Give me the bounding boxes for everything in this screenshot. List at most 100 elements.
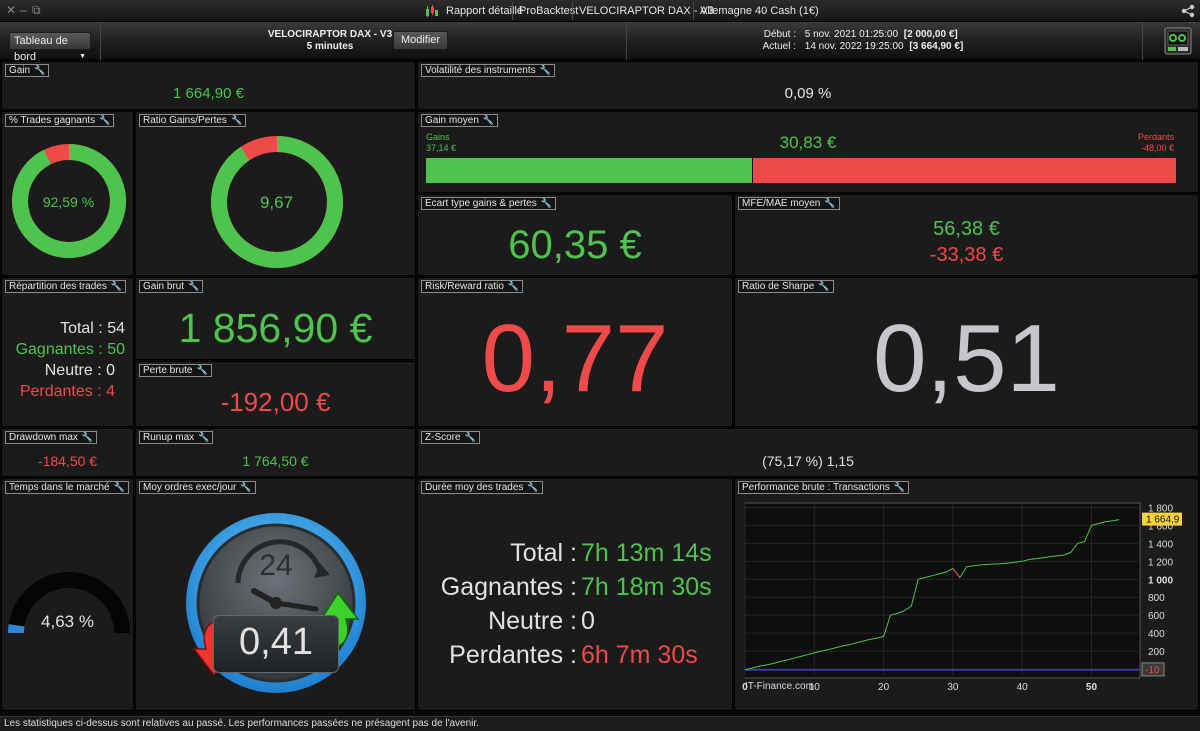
- restore-icon[interactable]: ⧉: [32, 3, 41, 17]
- share-icon[interactable]: [1181, 4, 1195, 18]
- wrench-icon[interactable]: 🔧: [540, 198, 552, 208]
- last-value-label: 1 664,9: [1146, 515, 1180, 526]
- orders-clock-label: 24: [259, 549, 293, 582]
- last-value-tag: [1142, 512, 1182, 526]
- wrench-icon[interactable]: 🔧: [198, 432, 210, 442]
- orders-value-box: [213, 615, 339, 673]
- ratio-label: Ratio Gains/Pertes: [143, 115, 227, 126]
- wrench-icon[interactable]: 🔧: [539, 65, 551, 75]
- panel-label[interactable]: Gain brut 🔧: [139, 280, 204, 293]
- close-icon[interactable]: ✕: [6, 3, 17, 17]
- minimize-icon[interactable]: –: [20, 3, 27, 17]
- gross-loss-value: -192,00 €: [220, 387, 331, 417]
- panel-label[interactable]: Gain 🔧: [5, 64, 50, 77]
- panel-label[interactable]: % Trades gagnants 🔧: [5, 114, 115, 127]
- panel-label[interactable]: Gain moyen 🔧: [421, 114, 499, 127]
- current-value: [3 664,90 €]: [909, 41, 964, 52]
- tab-probacktest[interactable]: ProBacktest: [512, 2, 584, 20]
- avg-gain-bar-fill: [426, 158, 753, 183]
- wrench-icon[interactable]: 🔧: [81, 432, 94, 442]
- duration-label: Durée moy des trades: [425, 482, 524, 493]
- loss-segment: [952, 568, 961, 578]
- wrench-icon[interactable]: 🔧: [818, 281, 830, 291]
- wrench-icon[interactable]: 🔧: [188, 281, 200, 291]
- wrench-icon[interactable]: 🔧: [824, 198, 836, 208]
- panel-label[interactable]: Répartition des trades 🔧: [5, 280, 127, 293]
- tab-detailed-report[interactable]: Rapport détaillé: [446, 5, 524, 17]
- tab-instrument[interactable]: Allemagne 40 Cash (1€): [693, 2, 825, 20]
- timeframe: 5 minutes: [306, 41, 354, 52]
- y-tick-label: 1 800: [1148, 503, 1173, 514]
- avg-gain-label: Gain moyen: [425, 115, 479, 126]
- wrench-icon[interactable]: 🔧: [482, 115, 495, 125]
- panel-label[interactable]: Runup max 🔧: [139, 431, 214, 444]
- wrench-icon[interactable]: 🔧: [196, 365, 208, 375]
- avg-gain-value: 30,83 €: [779, 133, 837, 152]
- tab-strategy[interactable]: VELOCIRAPTOR DAX - V3: [572, 2, 720, 20]
- wrench-icon[interactable]: 🔧: [893, 482, 906, 492]
- panel-label[interactable]: MFE/MAE moyen 🔧: [738, 197, 840, 210]
- duration-total-label: Total :: [510, 539, 577, 567]
- modify-button[interactable]: Modifier: [393, 31, 448, 50]
- wrench-icon[interactable]: 🔧: [240, 482, 252, 492]
- drawdown-label: Drawdown max: [9, 432, 78, 443]
- candlestick-icon: [426, 5, 438, 17]
- panel-label[interactable]: Ratio de Sharpe 🔧: [738, 280, 834, 293]
- panel-label[interactable]: Risk/Reward ratio 🔧: [421, 280, 524, 293]
- wrench-icon[interactable]: 🔧: [110, 281, 123, 291]
- start-value: [2 000,00 €]: [903, 29, 958, 40]
- sharpe-label: Ratio de Sharpe: [742, 281, 815, 292]
- toolbar-divider: [1142, 22, 1143, 60]
- zscore-panel: Z-Score 🔧 (75,17 %) 1,15: [417, 428, 1199, 477]
- toolbar-divider: [100, 22, 101, 60]
- ratio-panel: Ratio Gains/Pertes 🔧 9,67: [135, 111, 416, 276]
- orders-clock-icon: [186, 513, 366, 693]
- panel-label[interactable]: Ecart type gains & pertes 🔧: [421, 197, 556, 210]
- wrench-icon[interactable]: 🔧: [113, 482, 125, 492]
- strategy-name: VELOCIRAPTOR DAX - V3: [267, 29, 393, 40]
- panel-label[interactable]: Durée moy des trades 🔧: [421, 481, 543, 494]
- watermark: IT-Finance.com: [745, 681, 814, 692]
- perf-panel: Performance brute : Transactions 🔧 0 10 20 3…: [734, 478, 1199, 711]
- panel-label[interactable]: Ratio Gains/Pertes 🔧: [139, 114, 247, 127]
- win-pct-value: 92,59 %: [42, 194, 95, 210]
- panel-label[interactable]: Temps dans le marché 🔧: [5, 481, 129, 494]
- current-date: 14 nov. 2022 19:25:00: [804, 41, 904, 52]
- distribution-winners: Gagnantes : 50: [15, 341, 125, 358]
- wrench-icon[interactable]: 🔧: [230, 115, 243, 125]
- std-value: 60,35 €: [508, 223, 642, 267]
- orders-value: 0,41: [239, 621, 313, 663]
- gain-panel: Gain 🔧 1 664,90 €: [1, 61, 416, 110]
- x-tick-label: 20: [878, 682, 890, 693]
- win-pct-label: % Trades gagnants: [9, 115, 96, 126]
- panel-label[interactable]: Perte brute 🔧: [139, 364, 212, 377]
- losses-value: -48,00 €: [1140, 143, 1174, 153]
- perf-chart[interactable]: 0 10 20 30 40 50 1 800 1 600 1 400 1 200 1 000 800 6…: [735, 495, 1200, 712]
- market-time-gauge: [8, 572, 130, 634]
- dashboard-settings-icon[interactable]: [1164, 27, 1192, 55]
- start-info: Début : 5 nov. 2021 01:25:00 [2 000,00 €…: [760, 29, 1000, 40]
- chevron-down-icon: ▼: [79, 53, 86, 60]
- dashboard-dropdown[interactable]: Tableau de bord ▼: [9, 32, 91, 63]
- wrench-icon[interactable]: 🔧: [527, 482, 539, 492]
- runup-label: Runup max: [143, 432, 195, 443]
- wrench-icon[interactable]: 🔧: [507, 281, 520, 291]
- wrench-icon[interactable]: 🔧: [34, 65, 46, 75]
- wrench-icon[interactable]: 🔧: [464, 432, 476, 442]
- panel-label[interactable]: Performance brute : Transactions 🔧: [738, 481, 910, 494]
- duration-lose-label: Perdantes :: [449, 641, 577, 669]
- wrench-icon[interactable]: 🔧: [99, 115, 111, 125]
- gains-label: Gains: [426, 132, 450, 142]
- risk-reward-label: Risk/Reward ratio: [425, 281, 504, 292]
- runup-value: 1 764,50 €: [242, 453, 309, 469]
- ratio-value: 9,67: [259, 193, 294, 212]
- win-pct-donut: [12, 144, 126, 258]
- panel-label[interactable]: Moy ordres exec/jour 🔧: [139, 481, 256, 494]
- baseline-tag: [1141, 662, 1165, 677]
- panel-label[interactable]: Volatilité des instruments 🔧: [421, 64, 555, 77]
- orders-label: Moy ordres exec/jour: [143, 482, 237, 493]
- panel-label[interactable]: Drawdown max 🔧: [5, 431, 98, 444]
- panel-label[interactable]: Z-Score 🔧: [421, 431, 480, 444]
- y-tick-label: 1 000: [1148, 575, 1173, 586]
- distribution-losers: Perdantes : 4: [19, 383, 115, 400]
